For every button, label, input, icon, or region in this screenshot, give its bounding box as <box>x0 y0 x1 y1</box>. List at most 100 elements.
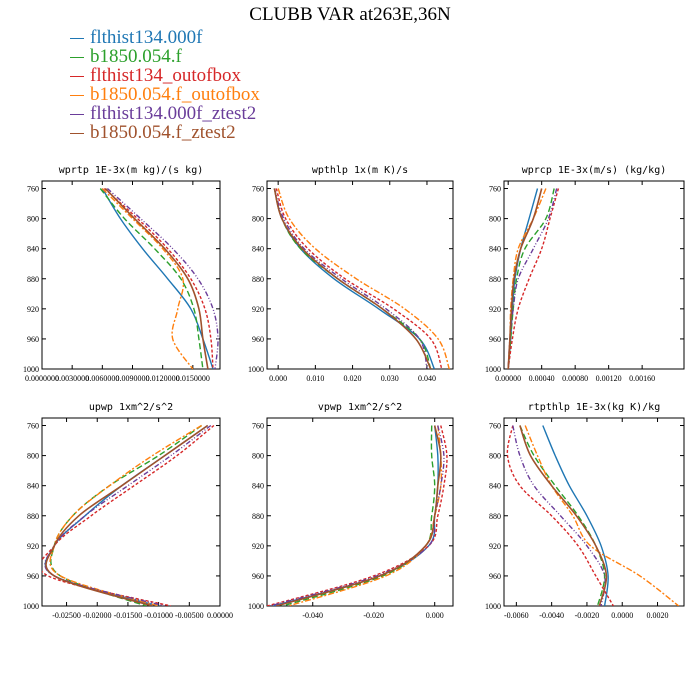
x-tick-label: 0.0090000 <box>116 374 150 383</box>
x-tick-label: 0.0150000 <box>176 374 210 383</box>
chart-title: CLUBB VAR at263E,36N <box>249 4 451 25</box>
y-tick-label: 920 <box>252 305 264 314</box>
y-tick-label: 840 <box>27 245 39 254</box>
x-tick-label: 0.00000 <box>207 611 233 620</box>
subplot: rtpthlp 1E-3x(kg K)/kg 760 800 840 880 920 960… <box>485 402 685 620</box>
y-tick-label: 760 <box>27 185 39 194</box>
y-tick-label: 920 <box>489 305 501 314</box>
series-line <box>49 424 202 606</box>
y-tick-label: 960 <box>27 572 39 581</box>
y-tick-label: 800 <box>489 452 501 461</box>
legend-item: b1850.054.f <box>70 47 260 66</box>
x-tick-label: 0.0000 <box>611 611 633 620</box>
y-tick-label: 880 <box>27 275 39 284</box>
plot-frame <box>266 180 454 370</box>
series-line <box>524 425 680 606</box>
plot-frame <box>41 417 221 607</box>
y-tick-label: 800 <box>27 215 39 224</box>
legend-swatch <box>70 114 84 115</box>
series-line <box>275 425 442 606</box>
legend-swatch <box>70 38 84 39</box>
subplot: wprtp 1E-3x(m kg)/(s kg) 760 800 840 880 920 9… <box>23 165 221 383</box>
series-line <box>277 188 450 369</box>
x-tick-label: -0.02000 <box>83 611 112 620</box>
x-tick-label: 0.00120 <box>596 374 622 383</box>
y-tick-label: 960 <box>252 572 264 581</box>
y-tick-label: 920 <box>252 542 264 551</box>
y-tick-label: 1000 <box>23 365 39 374</box>
legend-item: b1850.054.f_ztest2 <box>70 123 260 142</box>
x-tick-label: -0.01500 <box>114 611 143 620</box>
series-line <box>273 188 432 369</box>
series-line <box>106 187 219 369</box>
series-line <box>42 424 215 606</box>
plot-frame <box>503 417 685 607</box>
legend-label: flthist134_outofbox <box>90 65 241 86</box>
series-line <box>44 424 212 606</box>
plot-frame <box>266 417 454 607</box>
y-tick-label: 920 <box>27 305 39 314</box>
legend-swatch <box>70 76 84 77</box>
subplot-title: upwp 1xm^2/s^2 <box>89 402 173 413</box>
legend-item: flthist134.000f <box>70 28 260 47</box>
x-tick-label: -0.0040 <box>539 611 564 620</box>
y-tick-label: 880 <box>489 512 501 521</box>
y-tick-label: 880 <box>27 512 39 521</box>
legend-item: flthist134_outofbox <box>70 66 260 85</box>
series-line <box>282 425 436 606</box>
series-line <box>507 188 560 369</box>
y-tick-label: 800 <box>252 215 264 224</box>
series-line <box>542 425 609 606</box>
series-line <box>519 425 606 606</box>
legend-swatch <box>70 95 84 96</box>
y-tick-label: 880 <box>252 275 264 284</box>
plot-frame <box>41 180 221 370</box>
y-tick-label: 920 <box>27 542 39 551</box>
x-tick-label: 0.010 <box>306 374 324 383</box>
x-tick-label: 0.000 <box>426 611 444 620</box>
y-tick-label: 760 <box>489 185 501 194</box>
y-tick-label: 840 <box>27 482 39 491</box>
x-tick-label: 0.040 <box>418 374 436 383</box>
y-tick-label: 1000 <box>248 365 264 374</box>
legend-label: b1850.054.f <box>90 46 182 67</box>
y-tick-label: 800 <box>489 215 501 224</box>
x-tick-label: 0.0000000 <box>25 374 59 383</box>
y-tick-label: 960 <box>27 335 39 344</box>
x-tick-label: -0.020 <box>363 611 384 620</box>
y-tick-label: 960 <box>489 335 501 344</box>
x-tick-label: 0.000 <box>269 374 287 383</box>
series-line <box>512 425 606 606</box>
series-line <box>101 188 214 369</box>
subplot: upwp 1xm^2/s^2 760 800 840 880 920 960 1000 -0.0… <box>23 402 233 620</box>
series-line <box>273 188 428 369</box>
series-line <box>519 425 608 606</box>
legend-label: flthist134.000f_ztest2 <box>90 103 257 124</box>
y-tick-label: 840 <box>252 482 264 491</box>
y-tick-label: 760 <box>27 422 39 431</box>
subplot-title: rtpthlp 1E-3x(kg K)/kg <box>528 402 660 413</box>
legend-item: flthist134.000f_ztest2 <box>70 104 260 123</box>
y-tick-label: 880 <box>489 275 501 284</box>
x-tick-label: -0.01000 <box>144 611 173 620</box>
y-tick-label: 1000 <box>23 602 39 611</box>
subplot: wpthlp 1x(m K)/s 760 800 840 880 920 960 1000 0.… <box>248 165 454 383</box>
series-line <box>275 188 443 369</box>
subplot-title: vpwp 1xm^2/s^2 <box>318 402 402 413</box>
series-line <box>99 188 204 369</box>
series-line <box>507 188 555 369</box>
series-line <box>507 188 543 369</box>
legend-item: b1850.054.f_outofbox <box>70 85 260 104</box>
legend-label: b1850.054.f_ztest2 <box>90 122 236 143</box>
x-tick-label: 0.0120000 <box>146 374 180 383</box>
y-tick-label: 840 <box>489 482 501 491</box>
x-tick-label: -0.02500 <box>52 611 81 620</box>
x-tick-label: 0.00160 <box>629 374 655 383</box>
y-tick-label: 1000 <box>485 602 501 611</box>
y-tick-label: 840 <box>252 245 264 254</box>
y-tick-label: 800 <box>252 452 264 461</box>
x-tick-label: 0.0030000 <box>55 374 89 383</box>
x-tick-label: -0.00500 <box>175 611 204 620</box>
subplot-title: wprtp 1E-3x(m kg)/(s kg) <box>59 165 204 176</box>
x-tick-label: 0.00080 <box>562 374 588 383</box>
